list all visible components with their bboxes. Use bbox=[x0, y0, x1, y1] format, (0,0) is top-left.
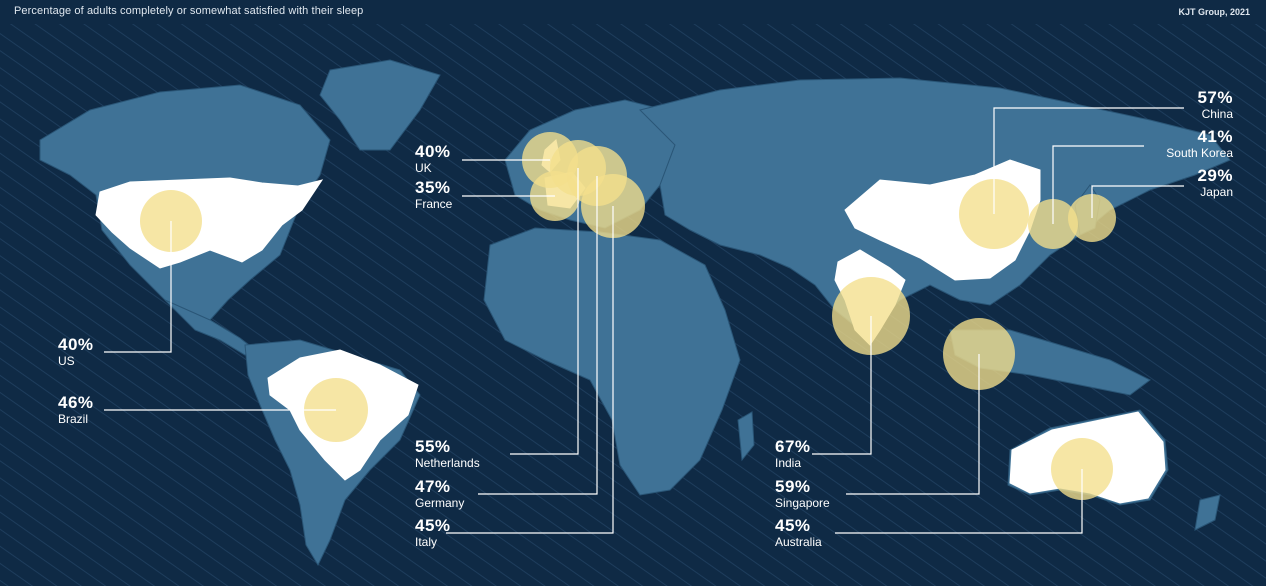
us-name: US bbox=[58, 354, 75, 368]
australia-value: 45% bbox=[775, 516, 811, 535]
singapore-name: Singapore bbox=[775, 496, 830, 510]
china-value: 57% bbox=[1197, 88, 1233, 107]
india-name: India bbox=[775, 456, 802, 470]
germany-value: 47% bbox=[415, 477, 451, 496]
label-netherlands: 55% Netherlands bbox=[415, 438, 480, 469]
label-france: 35% France bbox=[415, 179, 452, 210]
brazil-value: 46% bbox=[58, 393, 94, 412]
china-name: China bbox=[1201, 107, 1233, 121]
greenland-shape bbox=[319, 59, 441, 151]
label-uk: 40% UK bbox=[415, 143, 451, 174]
label-australia: 45% Australia bbox=[775, 517, 822, 548]
india-value: 67% bbox=[775, 437, 811, 456]
label-japan: 29% Japan bbox=[1197, 167, 1233, 198]
germany-name: Germany bbox=[415, 496, 465, 510]
italy-name: Italy bbox=[415, 535, 438, 549]
south-korea-value: 41% bbox=[1197, 127, 1233, 146]
germany-leader-line bbox=[478, 176, 598, 495]
netherlands-value: 55% bbox=[415, 437, 451, 456]
netherlands-leader-line bbox=[510, 168, 579, 455]
chart-title: Percentage of adults completely or somew… bbox=[14, 5, 364, 17]
us-value: 40% bbox=[58, 335, 94, 354]
new-zealand-shape bbox=[1194, 494, 1221, 531]
france-value: 35% bbox=[415, 178, 451, 197]
singapore-leader-line bbox=[846, 354, 980, 495]
label-india: 67% India bbox=[775, 438, 811, 469]
italy-leader-line bbox=[446, 206, 614, 534]
madagascar-shape bbox=[737, 411, 755, 462]
label-germany: 47% Germany bbox=[415, 478, 464, 509]
label-south-korea: 41% South Korea bbox=[1166, 128, 1233, 159]
us-leader-line bbox=[104, 221, 172, 353]
label-us: 40% US bbox=[58, 336, 94, 367]
uk-value: 40% bbox=[415, 142, 451, 161]
label-singapore: 59% Singapore bbox=[775, 478, 830, 509]
australia-leader-line bbox=[835, 469, 1083, 534]
south-korea-leader-line bbox=[1052, 145, 1144, 224]
label-italy: 45% Italy bbox=[415, 517, 451, 548]
source-label: KJT Group, 2021 bbox=[1178, 7, 1250, 17]
india-leader-line bbox=[812, 316, 872, 455]
china-leader-line bbox=[993, 107, 1184, 214]
leader-lines bbox=[104, 107, 1184, 534]
france-name: France bbox=[415, 197, 453, 211]
label-brazil: 46% Brazil bbox=[58, 394, 94, 425]
brazil-name: Brazil bbox=[58, 412, 89, 426]
label-china: 57% China bbox=[1197, 89, 1233, 120]
australia-name: Australia bbox=[775, 535, 822, 549]
netherlands-name: Netherlands bbox=[415, 456, 480, 470]
japan-value: 29% bbox=[1197, 166, 1233, 185]
africa-shape bbox=[483, 227, 741, 496]
south-korea-name: South Korea bbox=[1166, 146, 1233, 160]
uk-name: UK bbox=[415, 161, 432, 175]
italy-value: 45% bbox=[415, 516, 451, 535]
japan-name: Japan bbox=[1200, 185, 1233, 199]
japan-leader-line bbox=[1091, 185, 1184, 218]
singapore-value: 59% bbox=[775, 477, 811, 496]
